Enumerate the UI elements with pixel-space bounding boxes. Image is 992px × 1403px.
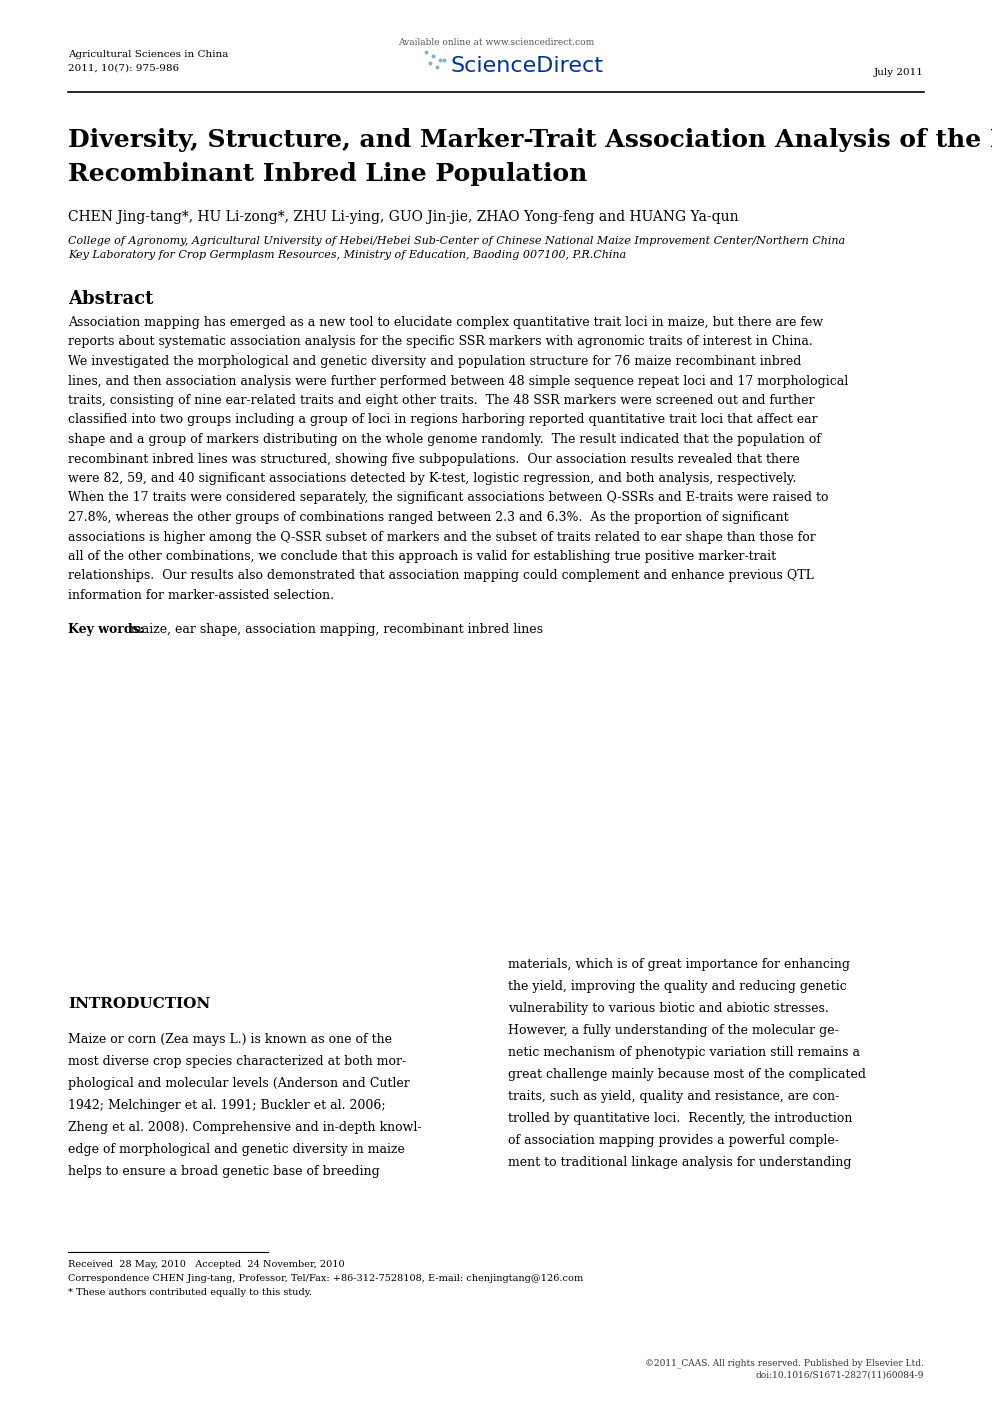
Text: Received  28 May, 2010   Accepted  24 November, 2010: Received 28 May, 2010 Accepted 24 Novemb… xyxy=(68,1260,344,1268)
Text: doi:10.1016/S1671-2827(11)60084-9: doi:10.1016/S1671-2827(11)60084-9 xyxy=(756,1371,924,1381)
Text: Correspondence CHEN Jing-tang, Professor, Tel/Fax: +86-312-7528108, E-mail: chen: Correspondence CHEN Jing-tang, Professor… xyxy=(68,1274,583,1282)
Text: great challenge mainly because most of the complicated: great challenge mainly because most of t… xyxy=(508,1068,866,1080)
Text: shape and a group of markers distributing on the whole genome randomly.  The res: shape and a group of markers distributin… xyxy=(68,434,821,446)
Text: edge of morphological and genetic diversity in maize: edge of morphological and genetic divers… xyxy=(68,1143,405,1156)
Text: Association mapping has emerged as a new tool to elucidate complex quantitative : Association mapping has emerged as a new… xyxy=(68,316,823,328)
Text: * These authors contributed equally to this study.: * These authors contributed equally to t… xyxy=(68,1288,312,1296)
Text: Key Laboratory for Crop Germplasm Resources, Ministry of Education, Baoding 0071: Key Laboratory for Crop Germplasm Resour… xyxy=(68,250,626,260)
Text: Agricultural Sciences in China: Agricultural Sciences in China xyxy=(68,51,228,59)
Text: 27.8%, whereas the other groups of combinations ranged between 2.3 and 6.3%.  As: 27.8%, whereas the other groups of combi… xyxy=(68,511,789,523)
Text: 1942; Melchinger et al. 1991; Buckler et al. 2006;: 1942; Melchinger et al. 1991; Buckler et… xyxy=(68,1099,386,1113)
Text: Abstract: Abstract xyxy=(68,290,154,309)
Text: recombinant inbred lines was structured, showing five subpopulations.  Our assoc: recombinant inbred lines was structured,… xyxy=(68,453,800,466)
Text: Maize or corn (Zea mays L.) is known as one of the: Maize or corn (Zea mays L.) is known as … xyxy=(68,1033,392,1047)
Text: were 82, 59, and 40 significant associations detected by K-test, logistic regres: were 82, 59, and 40 significant associat… xyxy=(68,471,797,485)
Text: trolled by quantitative loci.  Recently, the introduction: trolled by quantitative loci. Recently, … xyxy=(508,1113,852,1125)
Text: Key words:: Key words: xyxy=(68,623,144,636)
Text: helps to ensure a broad genetic base of breeding: helps to ensure a broad genetic base of … xyxy=(68,1164,380,1179)
Text: lines, and then association analysis were further performed between 48 simple se: lines, and then association analysis wer… xyxy=(68,375,848,387)
Text: information for marker-assisted selection.: information for marker-assisted selectio… xyxy=(68,589,334,602)
Text: classified into two groups including a group of loci in regions harboring report: classified into two groups including a g… xyxy=(68,414,817,427)
Text: INTRODUCTION: INTRODUCTION xyxy=(68,998,210,1012)
Text: Diversity, Structure, and Marker-Trait Association Analysis of the Maize: Diversity, Structure, and Marker-Trait A… xyxy=(68,128,992,152)
Text: of association mapping provides a powerful comple-: of association mapping provides a powerf… xyxy=(508,1134,839,1148)
Text: relationships.  Our results also demonstrated that association mapping could com: relationships. Our results also demonstr… xyxy=(68,570,813,582)
Text: We investigated the morphological and genetic diversity and population structure: We investigated the morphological and ge… xyxy=(68,355,802,368)
Text: Available online at www.sciencedirect.com: Available online at www.sciencedirect.co… xyxy=(398,38,594,46)
Text: Recombinant Inbred Line Population: Recombinant Inbred Line Population xyxy=(68,161,587,187)
Text: all of the other combinations, we conclude that this approach is valid for estab: all of the other combinations, we conclu… xyxy=(68,550,776,563)
Text: traits, such as yield, quality and resistance, are con-: traits, such as yield, quality and resis… xyxy=(508,1090,839,1103)
Text: reports about systematic association analysis for the specific SSR markers with : reports about systematic association ana… xyxy=(68,335,812,348)
Text: most diverse crop species characterized at both mor-: most diverse crop species characterized … xyxy=(68,1055,406,1068)
Text: materials, which is of great importance for enhancing: materials, which is of great importance … xyxy=(508,958,850,971)
Text: vulnerability to various biotic and abiotic stresses.: vulnerability to various biotic and abio… xyxy=(508,1002,828,1014)
Text: associations is higher among the Q-SSR subset of markers and the subset of trait: associations is higher among the Q-SSR s… xyxy=(68,530,815,543)
Text: netic mechanism of phenotypic variation still remains a: netic mechanism of phenotypic variation … xyxy=(508,1047,860,1059)
Text: ment to traditional linkage analysis for understanding: ment to traditional linkage analysis for… xyxy=(508,1156,851,1169)
Text: the yield, improving the quality and reducing genetic: the yield, improving the quality and red… xyxy=(508,981,847,993)
Text: College of Agronomy, Agricultural University of Hebei/Hebei Sub-Center of Chines: College of Agronomy, Agricultural Univer… xyxy=(68,236,845,246)
Text: traits, consisting of nine ear-related traits and eight other traits.  The 48 SS: traits, consisting of nine ear-related t… xyxy=(68,394,814,407)
Text: maize, ear shape, association mapping, recombinant inbred lines: maize, ear shape, association mapping, r… xyxy=(126,623,543,636)
Text: July 2011: July 2011 xyxy=(874,67,924,77)
Text: However, a fully understanding of the molecular ge-: However, a fully understanding of the mo… xyxy=(508,1024,839,1037)
Text: Zheng et al. 2008). Comprehensive and in-depth knowl-: Zheng et al. 2008). Comprehensive and in… xyxy=(68,1121,422,1134)
Text: When the 17 traits were considered separately, the significant associations betw: When the 17 traits were considered separ… xyxy=(68,491,828,505)
Text: CHEN Jing-tang*, HU Li-zong*, ZHU Li-ying, GUO Jin-jie, ZHAO Yong-feng and HUANG: CHEN Jing-tang*, HU Li-zong*, ZHU Li-yin… xyxy=(68,210,739,224)
Text: ©2011_CAAS. All rights reserved. Published by Elsevier Ltd.: ©2011_CAAS. All rights reserved. Publish… xyxy=(645,1358,924,1368)
Text: phological and molecular levels (Anderson and Cutler: phological and molecular levels (Anderso… xyxy=(68,1078,410,1090)
Text: ScienceDirect: ScienceDirect xyxy=(450,56,603,76)
Text: 2011, 10(7): 975-986: 2011, 10(7): 975-986 xyxy=(68,65,180,73)
